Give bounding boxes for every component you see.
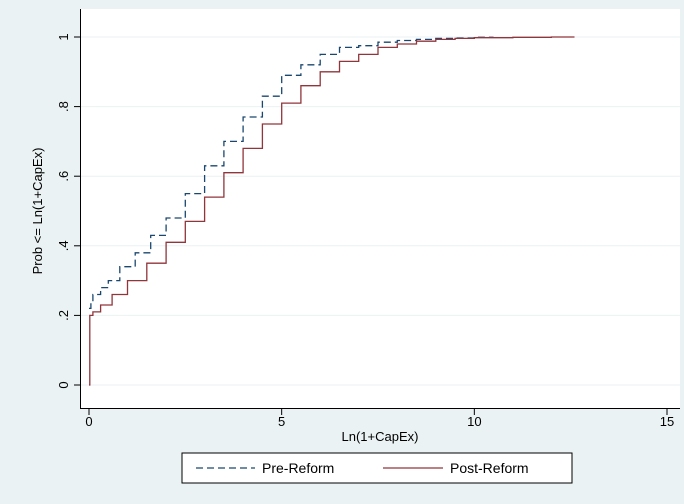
legend-label-pre-reform: Pre-Reform: [262, 460, 334, 476]
x-axis-title: Ln(1+CapEx): [342, 429, 419, 444]
y-tick-label: .6: [56, 171, 71, 182]
x-tick-label: 5: [278, 414, 285, 429]
series-line-pre-reform: [89, 36, 495, 310]
y-tick-label: 1: [56, 33, 71, 40]
y-tick-label: .2: [56, 310, 71, 321]
legend: Pre-Reform Post-Reform: [181, 452, 573, 484]
plot-region: [80, 9, 680, 409]
grid-lines: [80, 36, 680, 386]
series-line-post-reform: [89, 36, 575, 386]
series-lines: [89, 36, 575, 386]
y-tick-label: .8: [56, 101, 71, 112]
legend-label-post-reform: Post-Reform: [450, 460, 529, 476]
y-tick-label: .4: [56, 240, 71, 251]
axes: 0.2.4.6.810 5 10 15: [56, 9, 680, 429]
y-tick-label: 0: [56, 381, 71, 388]
y-axis-title: Prob <= Ln(1+CapEx): [30, 148, 45, 275]
x-tick-label: 15: [660, 414, 674, 429]
x-tick-label: 0: [85, 414, 92, 429]
x-tick-label: 10: [467, 414, 481, 429]
